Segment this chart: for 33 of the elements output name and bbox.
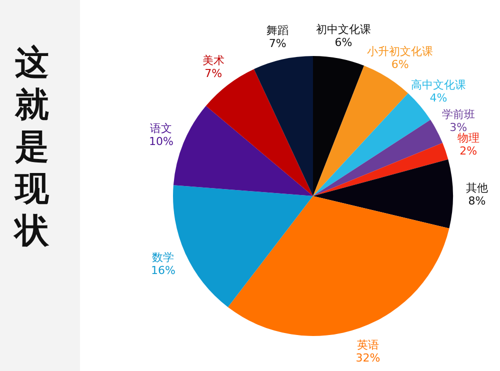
slice-label: 舞蹈 (266, 24, 289, 37)
data-label: 32% (356, 351, 380, 364)
data-label: 6% (391, 58, 409, 72)
data-label: 16% (151, 264, 176, 277)
slice-label: 英语 (357, 338, 380, 352)
slice-label: 其他 (466, 181, 488, 194)
slice-label: 物理 (457, 131, 480, 144)
text: 这就是现状 (12, 42, 50, 252)
pie-slice (228, 196, 450, 336)
pie-slice (313, 142, 448, 196)
slice-label: 初中文化课 (316, 22, 371, 36)
pie-slice (313, 56, 364, 196)
data-label: 7% (268, 36, 286, 50)
slice-label: 语文 (150, 122, 172, 135)
data-label: 2% (460, 144, 478, 158)
data-label: 10% (149, 134, 174, 148)
data-label: 3% (450, 120, 468, 134)
slice-label: 小升初文化课 (367, 45, 434, 58)
data-label: 6% (334, 36, 352, 49)
pie-slice (206, 69, 313, 196)
data-label: 7% (204, 66, 222, 80)
pie-slice (313, 120, 443, 196)
pie-slice (313, 93, 430, 196)
pie-slice (313, 159, 453, 228)
slice-label: 数学 (152, 250, 174, 264)
data-label: 8% (468, 194, 486, 208)
slice-label: 美术 (202, 54, 224, 67)
slice-label: 学前班 (442, 108, 475, 121)
pie-slice (173, 106, 313, 196)
pie-slice (173, 185, 313, 308)
data-label: 4% (430, 91, 448, 104)
pie-slice (254, 56, 313, 196)
slice-label: 高中文化课 (410, 78, 466, 92)
